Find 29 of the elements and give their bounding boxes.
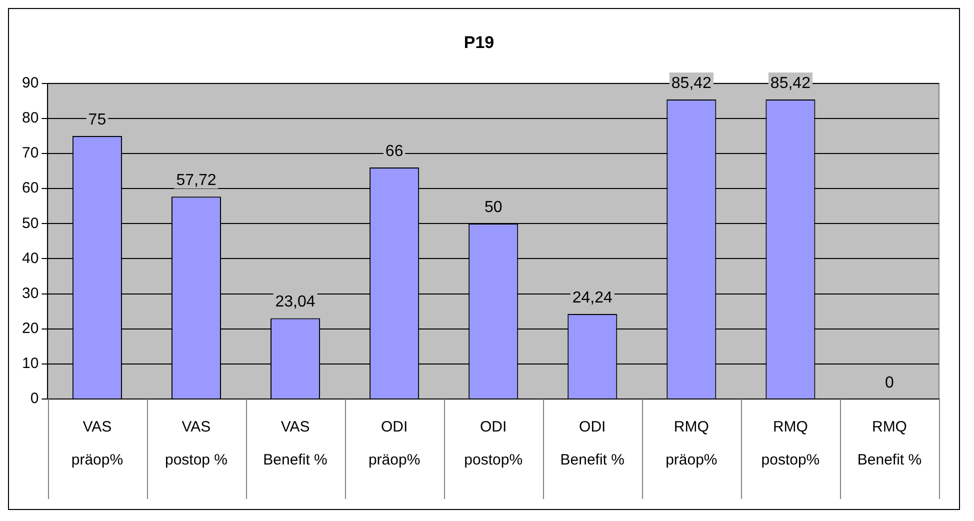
- data-label: 0: [885, 374, 894, 392]
- data-label: 75: [88, 111, 106, 128]
- y-tick-label: 10: [22, 355, 39, 372]
- y-tick-label: 20: [22, 320, 39, 338]
- x-tick-label: RMQ postop%: [761, 418, 820, 469]
- data-label: 57,72: [176, 172, 216, 189]
- data-label: 23,04: [275, 294, 316, 311]
- y-tick-label: 40: [22, 250, 39, 267]
- data-label: 66: [385, 142, 404, 160]
- x-tick-label: RMQ Benefit %: [857, 418, 922, 469]
- x-tick-label: ODI präop%: [368, 418, 420, 469]
- data-label: 85,42: [770, 74, 811, 92]
- x-tick-label: ODI postop%: [464, 418, 523, 469]
- x-tick-label: ODI Benefit %: [560, 418, 624, 469]
- y-tick-label: 80: [22, 110, 39, 127]
- data-label: 85,42: [671, 74, 712, 92]
- chart-title: P19: [464, 32, 494, 52]
- y-tick-label: 30: [22, 284, 39, 302]
- y-tick-label: 50: [22, 214, 39, 232]
- y-tick-label: 60: [22, 180, 39, 197]
- y-tick-label: 0: [30, 390, 39, 408]
- x-tick-label: VAS Benefit %: [263, 418, 328, 469]
- x-tick-label: VAS präop%: [71, 418, 124, 469]
- x-tick-label: RMQ präop%: [666, 418, 718, 469]
- x-tick-label: VAS postop %: [164, 418, 228, 469]
- y-tick-label: 90: [22, 74, 39, 92]
- data-label: 50: [484, 199, 502, 216]
- data-label: 24,24: [572, 289, 612, 306]
- y-tick-label: 70: [22, 144, 39, 162]
